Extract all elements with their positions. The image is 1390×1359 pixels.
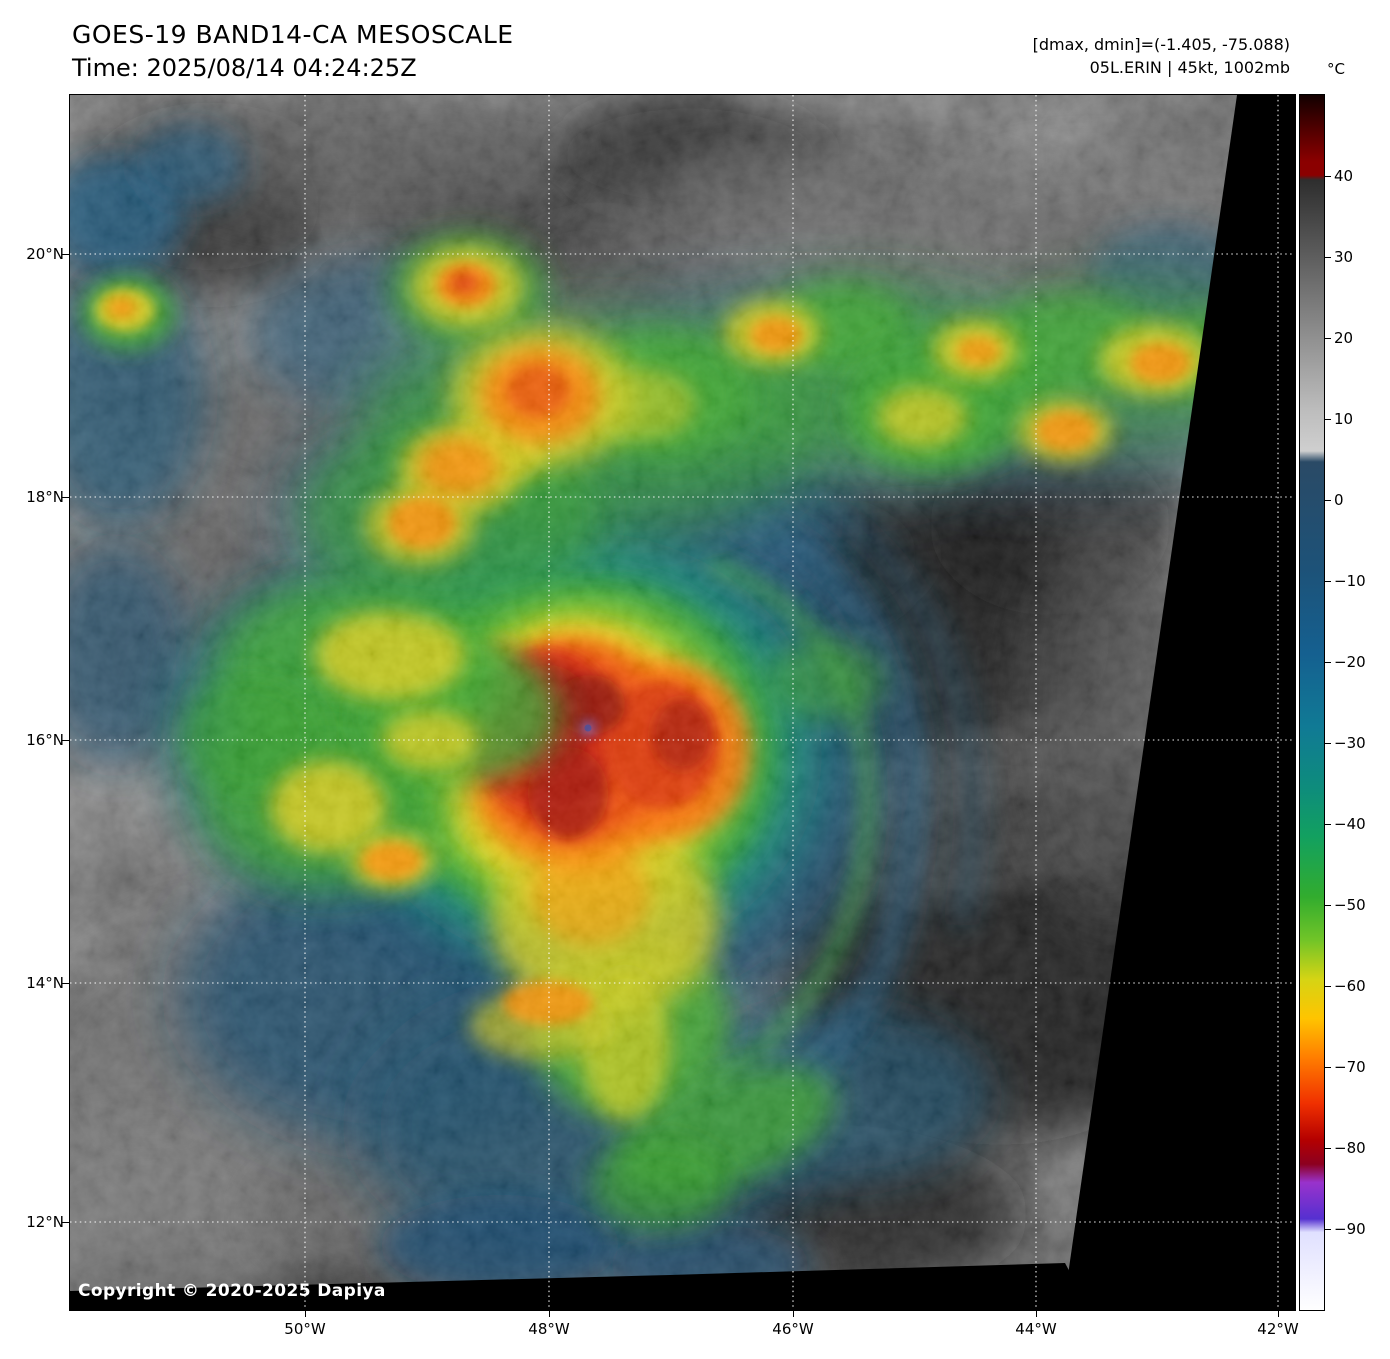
lat-axis-tick	[62, 983, 69, 984]
lat-axis-tick	[62, 740, 69, 741]
no-data-wedge	[1063, 95, 1295, 1310]
lon-axis-tick	[549, 1310, 550, 1317]
colorbar-tick-label: −90	[1334, 1220, 1366, 1238]
lat-label-14n: 14°N	[26, 974, 64, 992]
satellite-imagery	[70, 95, 1295, 1310]
colorbar-tick	[1324, 662, 1331, 663]
colorbar-tick	[1324, 338, 1331, 339]
latlon-gridlines	[70, 95, 1295, 1310]
colorbar-tick	[1324, 824, 1331, 825]
colorbar-unit-label: °C	[1327, 60, 1345, 78]
colorbar-gradient	[1299, 94, 1325, 1311]
lon-label-42w: 42°W	[1257, 1320, 1299, 1338]
lon-axis-tick	[1036, 1310, 1037, 1317]
colorbar-tick	[1324, 1229, 1331, 1230]
colorbar-tick-label: −70	[1334, 1058, 1366, 1076]
no-data-bottom-edge	[70, 1263, 1090, 1310]
lon-axis-tick	[305, 1310, 306, 1317]
lon-label-44w: 44°W	[1015, 1320, 1057, 1338]
satellite-map	[69, 94, 1296, 1311]
colorbar-tick	[1324, 743, 1331, 744]
colorbar-tick	[1324, 257, 1331, 258]
lon-label-50w: 50°W	[284, 1320, 326, 1338]
colorbar-tick	[1324, 176, 1331, 177]
colorbar-tick	[1324, 986, 1331, 987]
product-title: GOES-19 BAND14-CA MESOSCALE	[72, 20, 514, 49]
colorbar-tick-label: 30	[1334, 248, 1354, 266]
storm-info-readout: 05L.ERIN | 45kt, 1002mb	[1089, 58, 1290, 77]
lat-label-20n: 20°N	[26, 245, 64, 263]
dmax-dmin-readout: [dmax, dmin]=(-1.405, -75.088)	[1032, 35, 1290, 54]
colorbar-tick-label: −80	[1334, 1139, 1366, 1157]
lat-label-16n: 16°N	[26, 731, 64, 749]
colorbar-tick	[1324, 419, 1331, 420]
colorbar-tick-label: 0	[1334, 491, 1344, 509]
lat-axis-tick	[62, 1222, 69, 1223]
copyright-label: Copyright © 2020-2025 Dapiya	[78, 1281, 386, 1301]
colorbar-tick	[1324, 581, 1331, 582]
colorbar-tick	[1324, 905, 1331, 906]
colorbar-tick-label: 20	[1334, 329, 1354, 347]
colorbar-tick-label: −60	[1334, 977, 1366, 995]
colorbar-tick-label: 10	[1334, 410, 1354, 428]
colorbar-tick	[1324, 1067, 1331, 1068]
product-time: Time: 2025/08/14 04:24:25Z	[72, 54, 417, 82]
lat-label-18n: 18°N	[26, 488, 64, 506]
colorbar-tick-label: −40	[1334, 815, 1366, 833]
fine-grain-texture	[70, 95, 1295, 1310]
lat-label-12n: 12°N	[26, 1213, 64, 1231]
colorbar-tick	[1324, 1148, 1331, 1149]
lat-axis-tick	[62, 254, 69, 255]
lon-axis-tick	[793, 1310, 794, 1317]
header-readouts: [dmax, dmin]=(-1.405, -75.088) 05L.ERIN …	[1033, 33, 1290, 79]
colorbar-tick-label: −30	[1334, 734, 1366, 752]
colorbar-tick	[1324, 500, 1331, 501]
lat-axis-tick	[62, 497, 69, 498]
colorbar-tick-label: −10	[1334, 572, 1366, 590]
lon-axis-tick	[1278, 1310, 1279, 1317]
lon-label-46w: 46°W	[772, 1320, 814, 1338]
lon-label-48w: 48°W	[528, 1320, 570, 1338]
colorbar-tick-label: −50	[1334, 896, 1366, 914]
colorbar-tick-label: −20	[1334, 653, 1366, 671]
colorbar-tick-label: 40	[1334, 167, 1354, 185]
